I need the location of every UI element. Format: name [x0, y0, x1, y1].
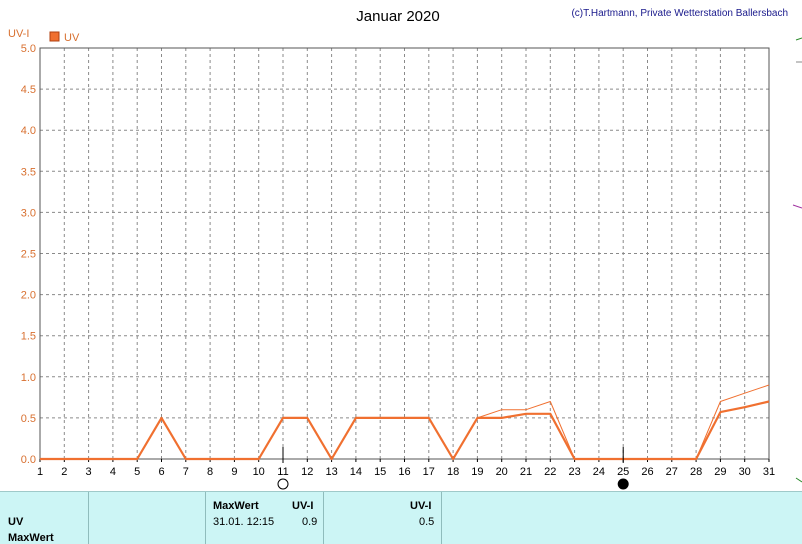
x-tick-label: 17: [423, 466, 435, 478]
x-axis-ticks: 1 2 3 4 5 6 7 8 9 10 11 12 13 14 15 16 17 18 19 20 21 22 23 24 2…: [37, 459, 775, 478]
edge-artifact-1: [795, 37, 802, 41]
x-tick-label: 4: [110, 466, 116, 478]
grid-lines: [40, 48, 769, 459]
y-tick-label: 4.0: [21, 125, 36, 137]
x-tick-label: 28: [690, 466, 702, 478]
edge-artifact-4: [795, 477, 802, 483]
y-tick-label: 2.0: [21, 290, 36, 302]
x-tick-label: 24: [593, 466, 605, 478]
y-axis-label: UV-I: [8, 28, 29, 40]
x-tick-label: 19: [471, 466, 483, 478]
x-tick-label: 14: [350, 466, 362, 478]
row-label-maxwert: MaxWert: [8, 532, 54, 544]
legend-swatch-uv: [49, 31, 60, 42]
x-tick-label: 18: [447, 466, 459, 478]
x-tick-label: 25: [617, 466, 629, 478]
legend-label-uv: UV: [64, 32, 80, 44]
x-tick-label: 23: [568, 466, 580, 478]
x-tick-label: 8: [207, 466, 213, 478]
y-tick-label: 3.0: [21, 207, 36, 219]
x-tick-label: 1: [37, 466, 43, 478]
x-tick-label: 10: [253, 466, 265, 478]
x-tick-label: 6: [158, 466, 164, 478]
x-tick-label: 31: [763, 466, 775, 478]
second-value: 0.5: [419, 516, 435, 528]
series-lines: [40, 384, 770, 461]
x-tick-label: 30: [739, 466, 751, 478]
x-tick-label: 5: [134, 466, 140, 478]
max-datetime: 31.01. 12:15: [213, 516, 275, 528]
x-tick-label: 26: [641, 466, 653, 478]
y-tick-label: 0.5: [21, 413, 36, 425]
unit-header-1: UV-I: [292, 500, 314, 512]
x-tick-label: 21: [520, 466, 532, 478]
x-tick-label: 15: [374, 466, 386, 478]
edge-artifact-3: [792, 204, 802, 209]
moon-phase-markers: [277, 447, 629, 490]
summary-cell-labels: UV MaxWert: [0, 492, 89, 544]
max-value: 0.9: [302, 516, 318, 528]
y-tick-label: 4.5: [21, 84, 36, 96]
x-tick-label: 2: [61, 466, 67, 478]
x-tick-label: 27: [666, 466, 678, 478]
row-label-uv: UV: [8, 516, 24, 528]
summary-table: UV MaxWert MaxWert UV-I 31.01. 12:15 0.9…: [0, 491, 802, 544]
x-tick-label: 9: [231, 466, 237, 478]
x-tick-label: 11: [277, 466, 288, 478]
y-tick-label: 5.0: [21, 43, 36, 55]
series-line-uv: [40, 400, 770, 461]
credit-text: (c)T.Hartmann, Private Wetterstation Bal…: [571, 8, 788, 19]
chart-title: Januar 2020: [356, 8, 439, 25]
y-tick-label: 1.5: [21, 331, 36, 343]
y-tick-label: 2.5: [21, 249, 36, 261]
y-tick-label: 0.0: [21, 454, 36, 466]
x-tick-label: 3: [86, 466, 92, 478]
summary-cell-second: UV-I 0.5: [324, 492, 442, 544]
x-tick-label: 12: [301, 466, 313, 478]
unit-header-2: UV-I: [410, 500, 432, 512]
y-tick-label: 1.0: [21, 372, 36, 384]
summary-cell-empty: [89, 492, 206, 544]
x-tick-label: 29: [714, 466, 726, 478]
y-tick-label: 3.5: [21, 166, 36, 178]
max-header: MaxWert: [213, 500, 259, 512]
x-tick-label: 22: [544, 466, 556, 478]
summary-cell-max: MaxWert UV-I 31.01. 12:15 0.9: [206, 492, 324, 544]
y-axis-ticks: 0.0 0.5 1.0 1.5 2.0 2.5 3.0 3.5 4.0 4.5 5.0: [21, 43, 36, 466]
x-tick-label: 13: [325, 466, 337, 478]
new-moon-icon: [617, 478, 629, 490]
x-tick-label: 20: [496, 466, 508, 478]
x-tick-label: 16: [398, 466, 410, 478]
full-moon-icon: [277, 478, 289, 490]
x-tick-label: 7: [183, 466, 189, 478]
